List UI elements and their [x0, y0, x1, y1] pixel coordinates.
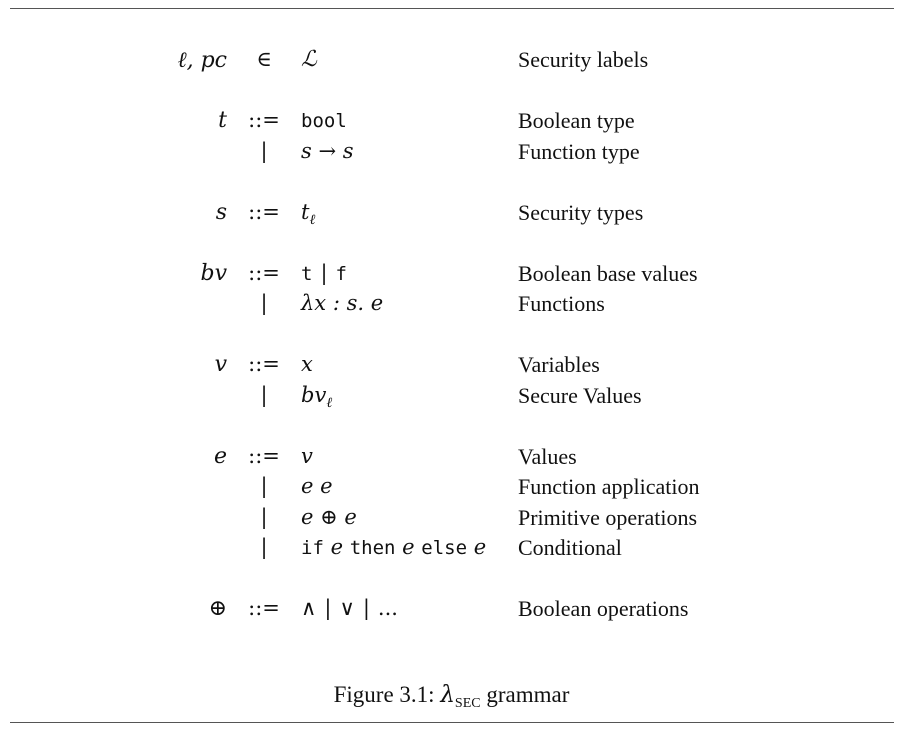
alternative-bar: | — [362, 596, 370, 620]
row-desc: Boolean operations — [518, 596, 689, 621]
expr-var: e — [402, 535, 415, 559]
and-symbol: ∧ — [301, 596, 317, 620]
keyword-then: then — [349, 537, 396, 559]
value-true: t — [301, 263, 313, 285]
or-symbol: ∨ — [339, 596, 355, 620]
value-false: f — [335, 263, 347, 285]
row-desc: Values — [518, 444, 577, 469]
row-desc: Security types — [518, 200, 644, 225]
row-rhs: e e — [301, 474, 333, 498]
row-desc: Functions — [518, 291, 605, 316]
row-op: | — [260, 383, 268, 407]
row-rhs: ℒ — [301, 47, 317, 72]
row-rhs: e ⊕ e — [301, 505, 357, 529]
row-rhs: if e then e else e — [301, 535, 486, 559]
row-desc: Secure Values — [518, 383, 642, 408]
grammar-row-bv-alt: | λx : s. e Functions — [0, 291, 903, 321]
grammar-row-e-app: | e e Function application — [0, 474, 903, 504]
caption-subscript: SEC — [454, 696, 481, 711]
rhs-subscript: ℓ — [326, 395, 333, 411]
figure-caption: Figure 3.1: λSEC grammar — [0, 682, 903, 712]
expr-var: e — [330, 535, 344, 559]
row-op: ∈ — [256, 47, 272, 71]
row-op: ::= — [248, 108, 280, 132]
grammar-row-e-prim: | e ⊕ e Primitive operations — [0, 505, 903, 535]
grammar-row-oplus: ⊕ ::= ∧ | ∨ |... Boolean operations — [0, 596, 903, 626]
row-rhs: bool — [301, 110, 347, 132]
rhs-subscript: ℓ — [309, 212, 316, 228]
keyword-if: if — [301, 537, 324, 559]
alternative-bar: | — [320, 261, 328, 285]
row-rhs: x — [301, 352, 313, 376]
grammar-row-e: e ::= v Values — [0, 444, 903, 474]
rhs-base: t — [301, 200, 310, 224]
row-op: | — [260, 505, 268, 529]
row-lhs: bv — [200, 261, 227, 286]
row-op: ::= — [248, 352, 280, 376]
row-op: | — [260, 291, 268, 315]
row-desc: Function type — [518, 139, 640, 164]
row-op: ::= — [248, 444, 280, 468]
ellipsis: ... — [377, 596, 398, 620]
row-lhs: t — [218, 108, 227, 133]
grammar-row-v: v ::= x Variables — [0, 352, 903, 382]
row-desc: Function application — [518, 474, 700, 499]
grammar-row-t: t ::= bool Boolean type — [0, 108, 903, 138]
row-lhs: v — [214, 352, 227, 377]
lhs-text: ℓ, pc — [177, 48, 227, 73]
grammar-row-s: s ::= tℓ Security types — [0, 200, 903, 230]
alternative-bar: | — [324, 596, 332, 620]
rhs-base: bv — [301, 383, 327, 407]
row-desc: Conditional — [518, 535, 622, 560]
grammar-row-t-alt: | s → s Function type — [0, 139, 903, 169]
row-rhs: λx : s. e — [301, 291, 384, 315]
expr-var: e — [473, 535, 487, 559]
grammar-row-bv: bv ::= t | f Boolean base values — [0, 261, 903, 291]
top-rule — [10, 8, 894, 9]
row-op: | — [260, 474, 268, 498]
caption-lambda: λ — [440, 682, 455, 708]
row-op: | — [260, 535, 268, 559]
row-op: ::= — [248, 261, 280, 285]
row-rhs: t | f — [301, 261, 347, 285]
keyword-else: else — [421, 537, 468, 559]
row-rhs: tℓ — [301, 200, 315, 229]
row-desc: Primitive operations — [518, 505, 698, 530]
row-rhs: ∧ | ∨ |... — [301, 596, 398, 620]
grammar-row-e-cond: | if e then e else e Conditional — [0, 535, 903, 565]
bottom-rule — [10, 722, 894, 723]
row-lhs: ℓ, pc — [177, 47, 227, 73]
grammar-row-labels: ℓ, pc ∈ ℒ Security labels — [0, 47, 903, 77]
row-rhs: bvℓ — [301, 383, 332, 412]
row-rhs: v — [301, 444, 313, 468]
row-lhs: ⊕ — [208, 596, 227, 621]
row-lhs: e — [213, 444, 227, 469]
row-op: ::= — [248, 596, 280, 620]
row-desc: Security labels — [518, 47, 649, 72]
row-desc: Boolean base values — [518, 261, 698, 286]
grammar-row-v-alt: | bvℓ Secure Values — [0, 383, 903, 413]
row-desc: Variables — [518, 352, 600, 377]
row-rhs: s → s — [301, 139, 354, 163]
caption-prefix: Figure 3.1: — [333, 682, 441, 707]
row-lhs: s — [215, 200, 227, 225]
row-op: | — [260, 139, 268, 163]
row-op: ::= — [248, 200, 280, 224]
caption-suffix: grammar — [480, 682, 570, 707]
row-desc: Boolean type — [518, 108, 635, 133]
